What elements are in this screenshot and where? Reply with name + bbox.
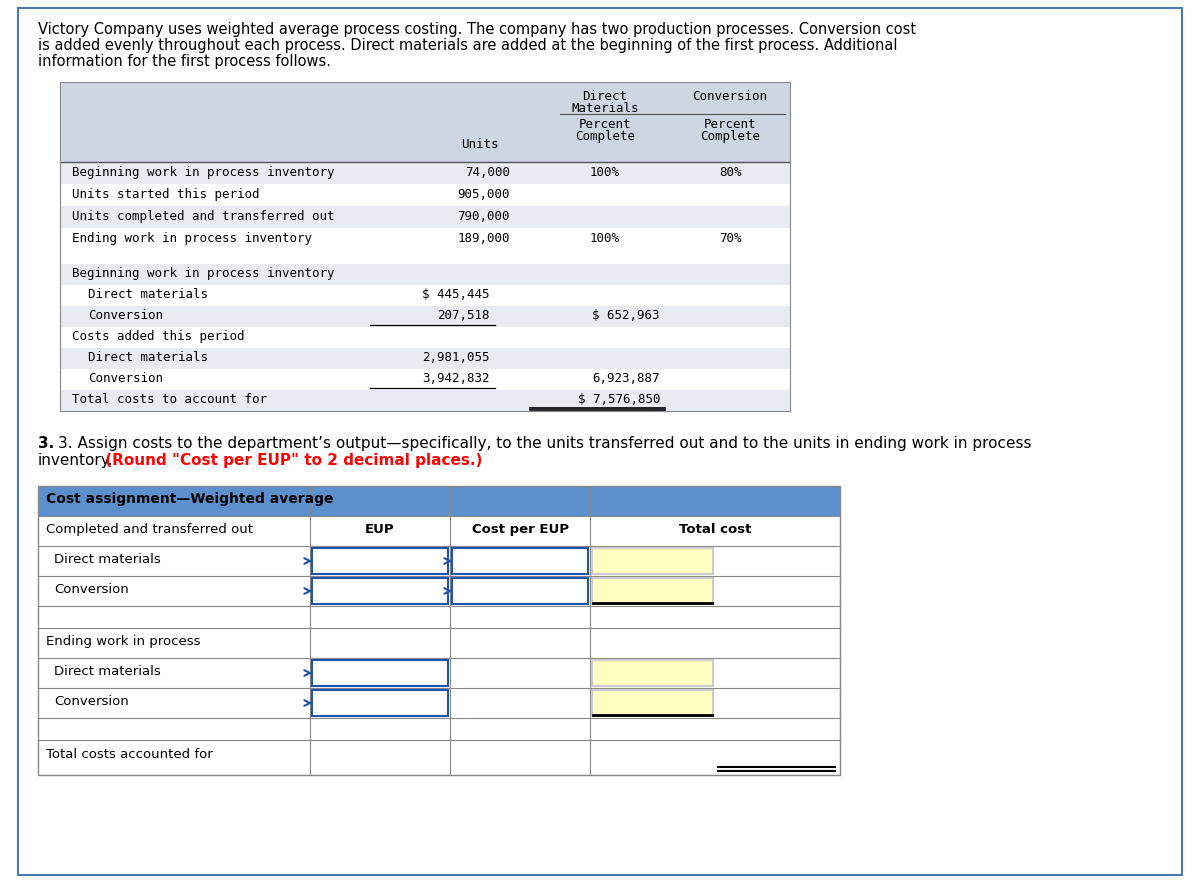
- Text: Percent: Percent: [578, 118, 631, 131]
- Text: Cost per EUP: Cost per EUP: [472, 523, 569, 536]
- Bar: [452, 578, 588, 604]
- Text: 3,942,832: 3,942,832: [422, 372, 490, 385]
- Text: 100%: 100%: [590, 166, 620, 179]
- Bar: [60, 82, 790, 162]
- Text: Conversion: Conversion: [54, 583, 128, 596]
- Bar: [312, 548, 448, 574]
- Text: 207,518: 207,518: [438, 309, 490, 322]
- Bar: [60, 348, 790, 369]
- Bar: [312, 690, 448, 716]
- Text: Costs added this period: Costs added this period: [72, 330, 245, 343]
- Text: 80%: 80%: [719, 166, 742, 179]
- Text: Direct: Direct: [582, 90, 628, 103]
- Bar: [38, 486, 840, 775]
- Text: $ 652,963: $ 652,963: [593, 309, 660, 322]
- Bar: [60, 327, 790, 348]
- Bar: [60, 369, 790, 390]
- Text: Ending work in process inventory: Ending work in process inventory: [72, 232, 312, 245]
- Text: $ 445,445: $ 445,445: [422, 288, 490, 301]
- Bar: [60, 82, 790, 411]
- Text: Units completed and transferred out: Units completed and transferred out: [72, 210, 335, 223]
- Text: inventory.: inventory.: [38, 453, 114, 468]
- Bar: [60, 228, 790, 250]
- Text: Conversion: Conversion: [692, 90, 768, 103]
- Text: Percent: Percent: [703, 118, 756, 131]
- Bar: [38, 486, 840, 516]
- Text: 70%: 70%: [719, 232, 742, 245]
- Text: Completed and transferred out: Completed and transferred out: [46, 523, 253, 536]
- Bar: [592, 578, 713, 604]
- Text: Total costs accounted for: Total costs accounted for: [46, 748, 212, 761]
- Text: Conversion: Conversion: [88, 372, 163, 385]
- Text: Direct materials: Direct materials: [88, 351, 208, 364]
- Bar: [60, 206, 790, 228]
- Bar: [60, 285, 790, 306]
- Text: 2,981,055: 2,981,055: [422, 351, 490, 364]
- Text: 3.: 3.: [38, 436, 54, 451]
- Text: 790,000: 790,000: [457, 210, 510, 223]
- Text: Direct materials: Direct materials: [54, 665, 161, 678]
- Bar: [592, 548, 713, 574]
- Text: 6,923,887: 6,923,887: [593, 372, 660, 385]
- Text: Direct materials: Direct materials: [88, 288, 208, 301]
- Text: Conversion: Conversion: [54, 695, 128, 708]
- Bar: [312, 578, 448, 604]
- Text: 905,000: 905,000: [457, 188, 510, 201]
- Bar: [60, 184, 790, 206]
- Text: Cost assignment—Weighted average: Cost assignment—Weighted average: [46, 492, 334, 506]
- Text: Beginning work in process inventory: Beginning work in process inventory: [72, 166, 335, 179]
- Text: 189,000: 189,000: [457, 232, 510, 245]
- Text: 100%: 100%: [590, 232, 620, 245]
- Bar: [592, 660, 713, 686]
- Text: Complete: Complete: [575, 130, 635, 143]
- Text: Total costs to account for: Total costs to account for: [72, 393, 266, 406]
- Text: (Round "Cost per EUP" to 2 decimal places.): (Round "Cost per EUP" to 2 decimal place…: [100, 453, 482, 468]
- Text: EUP: EUP: [365, 523, 395, 536]
- Text: Victory Company uses weighted average process costing. The company has two produ: Victory Company uses weighted average pr…: [38, 22, 916, 37]
- Text: Complete: Complete: [700, 130, 760, 143]
- Text: Ending work in process: Ending work in process: [46, 635, 200, 648]
- Text: Units: Units: [461, 138, 499, 151]
- Text: $ 7,576,850: $ 7,576,850: [577, 393, 660, 406]
- Text: information for the first process follows.: information for the first process follow…: [38, 54, 331, 69]
- Bar: [592, 690, 713, 716]
- Text: Conversion: Conversion: [88, 309, 163, 322]
- Bar: [60, 264, 790, 285]
- Text: Units started this period: Units started this period: [72, 188, 259, 201]
- Text: Direct materials: Direct materials: [54, 553, 161, 566]
- Text: Total cost: Total cost: [679, 523, 751, 536]
- Bar: [60, 390, 790, 411]
- Text: Materials: Materials: [571, 102, 638, 115]
- Text: 3. Assign costs to the department’s output—specifically, to the units transferre: 3. Assign costs to the department’s outp…: [58, 436, 1032, 451]
- Text: 74,000: 74,000: [466, 166, 510, 179]
- Bar: [60, 306, 790, 327]
- Bar: [60, 162, 790, 184]
- Text: is added evenly throughout each process. Direct materials are added at the begin: is added evenly throughout each process.…: [38, 38, 898, 53]
- Text: Beginning work in process inventory: Beginning work in process inventory: [72, 267, 335, 280]
- Bar: [312, 660, 448, 686]
- Bar: [452, 548, 588, 574]
